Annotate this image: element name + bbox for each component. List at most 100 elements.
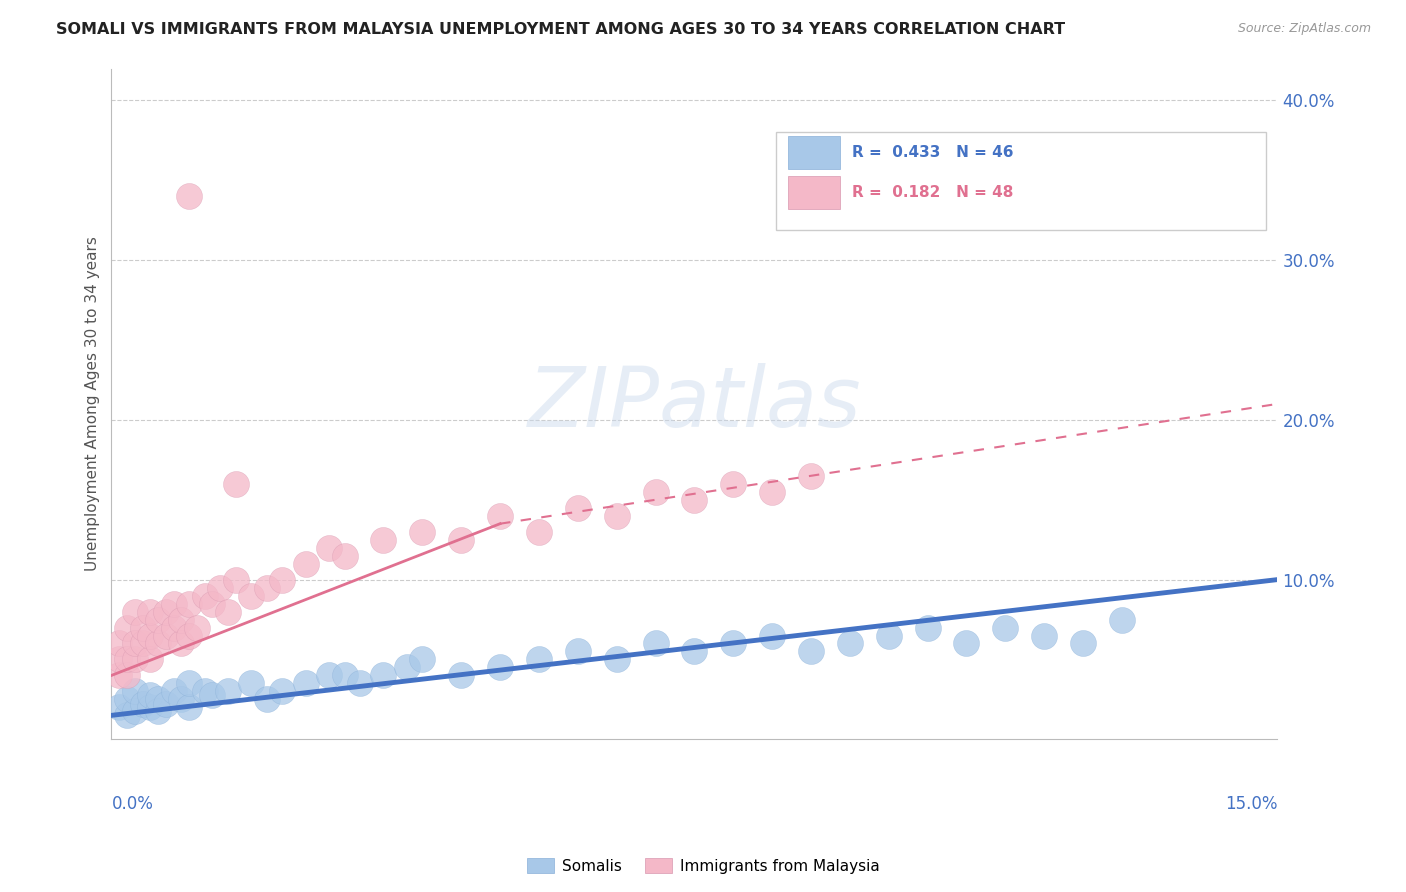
Point — [124, 636, 146, 650]
Point — [294, 676, 316, 690]
Point — [139, 628, 162, 642]
Point — [411, 524, 433, 539]
Text: R =  0.182   N = 48: R = 0.182 N = 48 — [852, 186, 1014, 200]
Point — [683, 644, 706, 658]
Point — [194, 684, 217, 698]
Point — [179, 597, 201, 611]
Point — [955, 636, 977, 650]
Point — [108, 700, 131, 714]
Point — [761, 484, 783, 499]
Point — [170, 636, 193, 650]
Point — [349, 676, 371, 690]
Point — [723, 476, 745, 491]
Point — [162, 621, 184, 635]
Point — [194, 589, 217, 603]
Point — [155, 628, 177, 642]
Point — [333, 549, 356, 563]
Point — [139, 605, 162, 619]
Point — [131, 697, 153, 711]
Point — [567, 500, 589, 515]
Point — [256, 692, 278, 706]
Point — [131, 636, 153, 650]
Point — [108, 652, 131, 666]
Point — [146, 704, 169, 718]
Point — [271, 684, 294, 698]
Point — [186, 621, 208, 635]
Point — [201, 597, 224, 611]
Point — [139, 652, 162, 666]
Point — [294, 557, 316, 571]
Point — [395, 660, 418, 674]
Point — [1071, 636, 1094, 650]
Point — [146, 692, 169, 706]
Point — [800, 468, 823, 483]
Point — [124, 704, 146, 718]
Text: 15.0%: 15.0% — [1225, 796, 1278, 814]
Point — [527, 652, 550, 666]
Text: R =  0.433   N = 46: R = 0.433 N = 46 — [852, 145, 1014, 160]
Point — [567, 644, 589, 658]
Point — [450, 533, 472, 547]
Point — [179, 628, 201, 642]
Point — [723, 636, 745, 650]
Point — [179, 189, 201, 203]
Point — [240, 589, 263, 603]
Point — [489, 660, 512, 674]
Point — [225, 476, 247, 491]
Legend: Somalis, Immigrants from Malaysia: Somalis, Immigrants from Malaysia — [520, 852, 886, 880]
Point — [209, 581, 232, 595]
FancyBboxPatch shape — [787, 136, 841, 169]
Point — [162, 684, 184, 698]
Point — [217, 605, 239, 619]
Point — [170, 613, 193, 627]
Point — [146, 613, 169, 627]
Point — [179, 700, 201, 714]
Point — [217, 684, 239, 698]
Point — [124, 684, 146, 698]
FancyBboxPatch shape — [776, 132, 1265, 229]
FancyBboxPatch shape — [787, 176, 841, 210]
Point — [489, 508, 512, 523]
Point — [917, 621, 939, 635]
Point — [644, 636, 666, 650]
Text: Source: ZipAtlas.com: Source: ZipAtlas.com — [1237, 22, 1371, 36]
Point — [124, 652, 146, 666]
Point — [225, 573, 247, 587]
Point — [411, 652, 433, 666]
Point — [450, 668, 472, 682]
Point — [606, 508, 628, 523]
Point — [333, 668, 356, 682]
Point — [1033, 628, 1056, 642]
Point — [606, 652, 628, 666]
Text: ZIPatlas: ZIPatlas — [527, 363, 862, 444]
Point — [994, 621, 1017, 635]
Point — [115, 692, 138, 706]
Point — [131, 621, 153, 635]
Point — [373, 668, 395, 682]
Point — [115, 652, 138, 666]
Point — [1111, 613, 1133, 627]
Point — [179, 676, 201, 690]
Point — [108, 668, 131, 682]
Point — [877, 628, 900, 642]
Point — [644, 484, 666, 499]
Y-axis label: Unemployment Among Ages 30 to 34 years: Unemployment Among Ages 30 to 34 years — [86, 236, 100, 572]
Point — [146, 636, 169, 650]
Point — [139, 688, 162, 702]
Text: 0.0%: 0.0% — [111, 796, 153, 814]
Point — [108, 636, 131, 650]
Point — [318, 668, 340, 682]
Point — [115, 668, 138, 682]
Point — [115, 621, 138, 635]
Point — [170, 692, 193, 706]
Point — [527, 524, 550, 539]
Point — [240, 676, 263, 690]
Point — [318, 541, 340, 555]
Point — [838, 636, 860, 650]
Point — [139, 700, 162, 714]
Point — [162, 597, 184, 611]
Point — [761, 628, 783, 642]
Point — [271, 573, 294, 587]
Point — [201, 688, 224, 702]
Point — [683, 492, 706, 507]
